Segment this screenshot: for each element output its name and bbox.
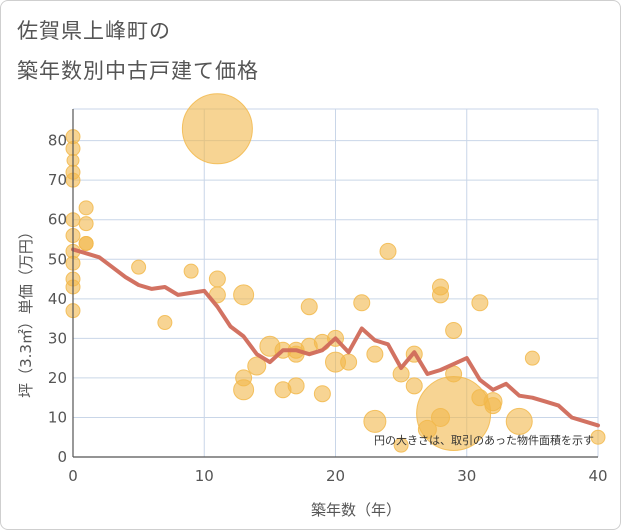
x-tick-label: 10 bbox=[195, 467, 214, 485]
data-bubble bbox=[445, 321, 463, 339]
y-tick-label: 80 bbox=[48, 132, 67, 150]
bubble-size-note: 円の大きさは、取引のあった物件面積を示す bbox=[374, 433, 594, 447]
x-tick-label: 20 bbox=[326, 467, 345, 485]
data-bubble bbox=[183, 263, 199, 279]
data-bubble bbox=[300, 298, 318, 316]
y-tick-label: 0 bbox=[57, 448, 67, 466]
data-bubble bbox=[431, 407, 450, 427]
y-tick-label: 60 bbox=[48, 211, 67, 229]
data-bubble bbox=[235, 369, 253, 387]
data-bubble bbox=[379, 242, 397, 260]
data-bubble bbox=[340, 353, 358, 371]
x-tick-label: 0 bbox=[68, 467, 78, 485]
data-bubble bbox=[405, 377, 423, 395]
data-bubble bbox=[590, 429, 606, 445]
data-bubble bbox=[417, 419, 437, 439]
x-tick-label: 30 bbox=[457, 467, 476, 485]
y-tick-label: 70 bbox=[48, 171, 67, 189]
data-bubble bbox=[208, 270, 226, 288]
data-bubble bbox=[432, 286, 449, 304]
data-bubble bbox=[393, 437, 409, 453]
data-bubble bbox=[505, 407, 533, 435]
data-bubble bbox=[78, 235, 94, 251]
data-bubble bbox=[313, 385, 331, 403]
y-tick-label: 10 bbox=[48, 408, 67, 426]
grid bbox=[73, 108, 599, 457]
data-bubble bbox=[78, 200, 94, 216]
y-tick-label: 40 bbox=[48, 290, 67, 308]
data-bubble bbox=[363, 409, 387, 433]
data-bubble bbox=[353, 294, 371, 312]
y-tick-label: 20 bbox=[48, 369, 67, 387]
axes: 0 10 20 30 40 50 60 70 80 0 10 20 30 40 bbox=[48, 109, 608, 485]
chart-title-line-1: 佐賀県上峰町の bbox=[17, 19, 171, 43]
y-tick-label: 50 bbox=[48, 250, 67, 268]
y-tick-label: 30 bbox=[48, 329, 67, 347]
data-bubble bbox=[471, 294, 489, 312]
trend-line-series bbox=[71, 247, 600, 428]
y-axis-label: 坪（3.3㎡）単価（万円） bbox=[17, 224, 35, 398]
data-bubble bbox=[233, 284, 255, 306]
data-bubble bbox=[131, 259, 147, 275]
data-bubble bbox=[471, 389, 489, 407]
data-bubble bbox=[287, 377, 305, 395]
data-bubble bbox=[78, 216, 94, 232]
data-bubble bbox=[524, 350, 540, 366]
data-bubble bbox=[366, 345, 384, 363]
data-bubble bbox=[247, 356, 267, 376]
data-bubble bbox=[181, 93, 253, 165]
x-axis-label: 築年数（年） bbox=[311, 501, 401, 519]
x-tick-label: 40 bbox=[588, 467, 607, 485]
data-bubble bbox=[484, 397, 502, 415]
chart-title-line-2: 築年数別中古戸建て価格 bbox=[17, 59, 259, 83]
average-price-trend-line bbox=[71, 247, 600, 428]
data-bubble bbox=[157, 315, 173, 331]
